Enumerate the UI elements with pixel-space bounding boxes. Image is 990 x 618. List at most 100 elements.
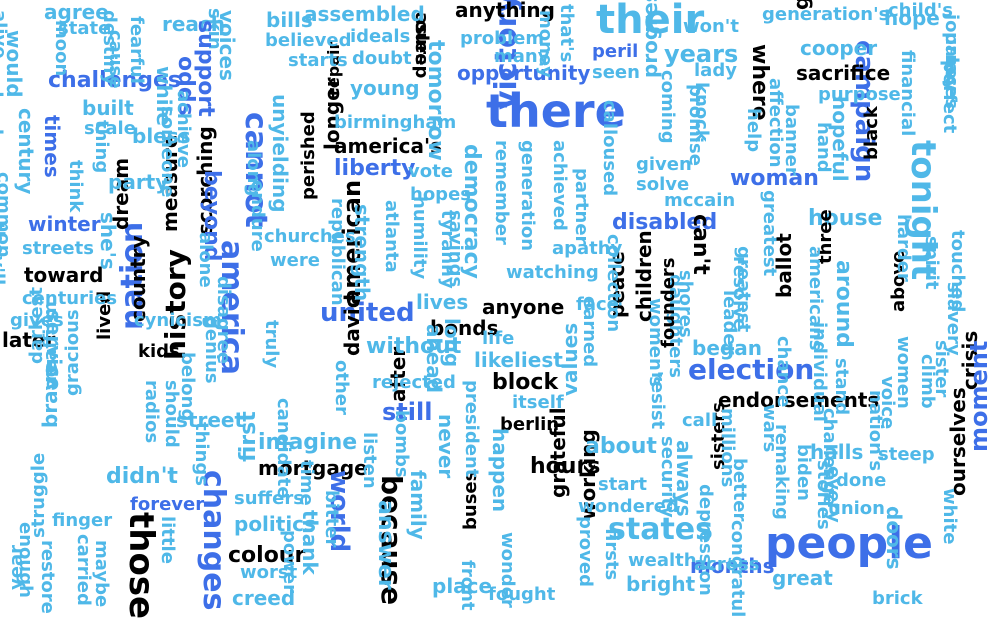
word-bitter: bitter bbox=[321, 490, 342, 548]
word-toward: toward bbox=[24, 263, 104, 287]
word-that-s: that's bbox=[556, 4, 577, 63]
word-can-t: can't bbox=[688, 214, 713, 275]
word-across: across bbox=[694, 554, 760, 575]
word-power: power bbox=[279, 530, 300, 593]
word-harder: harder bbox=[893, 214, 914, 282]
word-thank: thank bbox=[298, 510, 322, 575]
word-collection: collection bbox=[603, 234, 624, 333]
word-thing: thing bbox=[91, 120, 112, 174]
word-were: were bbox=[270, 250, 320, 271]
word-didn-t: didn't bbox=[106, 464, 178, 489]
word-greatest: greatest bbox=[759, 190, 780, 277]
word-white: white bbox=[939, 488, 960, 545]
word-brave: brave bbox=[38, 363, 62, 428]
word-women: women bbox=[893, 336, 914, 409]
word-tyranny: tyranny bbox=[437, 210, 458, 289]
word-agree: agree bbox=[44, 0, 109, 24]
word-strength: strength bbox=[350, 204, 374, 302]
word-built: built bbox=[82, 96, 134, 120]
word-wondered: wondered bbox=[578, 496, 679, 517]
word-months: months bbox=[690, 554, 775, 578]
word-times: times bbox=[40, 115, 64, 178]
word-mccain: mccain bbox=[664, 190, 736, 211]
word-without: without bbox=[366, 334, 462, 359]
word-wealth: wealth bbox=[628, 550, 697, 571]
word-block: block bbox=[492, 370, 559, 395]
word-firsts: firsts bbox=[601, 528, 622, 581]
word-united: united bbox=[320, 298, 415, 328]
word-unyielding: unyielding bbox=[268, 94, 292, 213]
word-family: family bbox=[406, 470, 430, 540]
word-touched: touched bbox=[947, 230, 968, 313]
word-winter: winter bbox=[28, 212, 101, 236]
word-cause: cause bbox=[105, 30, 126, 89]
word-politics: politics bbox=[234, 512, 316, 536]
word-sacrifice: sacrifice bbox=[796, 61, 891, 85]
word-steep: steep bbox=[878, 444, 935, 465]
word-street: street bbox=[176, 408, 245, 432]
word-seen: seen bbox=[592, 62, 640, 83]
word-their: their bbox=[596, 0, 705, 43]
word-later: later bbox=[2, 328, 56, 352]
word-founders: founders bbox=[658, 257, 679, 348]
word-won-t: won't bbox=[683, 16, 739, 37]
word-resist: resist bbox=[647, 372, 668, 430]
word-would: would bbox=[2, 30, 26, 98]
word-someone: someone bbox=[157, 106, 178, 198]
word-opportunity: opportunity bbox=[457, 61, 591, 85]
word-cooper: cooper bbox=[800, 36, 878, 60]
word-worst: worst bbox=[240, 562, 298, 583]
word-proved: proved bbox=[575, 516, 596, 587]
word-carried: carried bbox=[73, 534, 94, 606]
word-purpose: purpose bbox=[818, 84, 901, 105]
word-genius: genius bbox=[201, 316, 222, 384]
word-anyone: anyone bbox=[482, 295, 565, 319]
word-streets: streets bbox=[22, 238, 94, 259]
word-should: should bbox=[161, 380, 182, 448]
word-remember: remember bbox=[491, 140, 512, 245]
word-money: money bbox=[535, 10, 556, 78]
word-president: president bbox=[461, 380, 482, 478]
word-those: those bbox=[121, 512, 161, 618]
word-many: many bbox=[494, 46, 550, 67]
word-coming: coming bbox=[657, 70, 678, 144]
word-still: still bbox=[382, 398, 433, 426]
word-vote: vote bbox=[408, 161, 453, 182]
word-mortgage: mortgage bbox=[258, 456, 368, 480]
word-young: young bbox=[350, 76, 420, 100]
word-solve: solve bbox=[636, 174, 690, 195]
word-humility: humility bbox=[409, 196, 430, 280]
word-suffers: suffers bbox=[234, 488, 304, 509]
word-creed: creed bbox=[232, 586, 296, 610]
word-affection: affection bbox=[765, 78, 786, 168]
word-ourselves: ourselves bbox=[946, 387, 970, 496]
word-face: face bbox=[576, 294, 619, 315]
word-americans: americans bbox=[805, 246, 826, 351]
word-chance: chance bbox=[773, 336, 794, 408]
word-starts: starts bbox=[288, 50, 348, 71]
word-start: start bbox=[598, 474, 647, 495]
word-congratulate: congratulate bbox=[727, 520, 748, 618]
word-perfect: perfect bbox=[939, 60, 960, 134]
word-years: years bbox=[664, 40, 739, 68]
word-finger: finger bbox=[52, 510, 113, 531]
word-around: around bbox=[831, 260, 856, 348]
word-house: house bbox=[808, 206, 883, 231]
word-listen: listen bbox=[359, 432, 380, 489]
word-buses: buses bbox=[460, 470, 481, 530]
word-reach: reach bbox=[162, 12, 226, 36]
word-party: party bbox=[108, 170, 169, 194]
word-partner: partner bbox=[571, 168, 592, 245]
word-spirit: spirit bbox=[921, 236, 942, 290]
word-believed: believed bbox=[265, 30, 352, 51]
word-tomorrow: tomorrow bbox=[423, 40, 448, 161]
word-values: values bbox=[558, 322, 582, 396]
word-time: time bbox=[296, 460, 317, 506]
word-changes: changes bbox=[196, 470, 231, 611]
word-knock: knock bbox=[691, 82, 712, 142]
word-done: done bbox=[836, 470, 887, 491]
word-earned: earned bbox=[579, 296, 600, 368]
word-centuries: centuries bbox=[22, 288, 118, 309]
word-challenges: challenges bbox=[48, 68, 181, 93]
word-problem: problem bbox=[460, 28, 545, 49]
